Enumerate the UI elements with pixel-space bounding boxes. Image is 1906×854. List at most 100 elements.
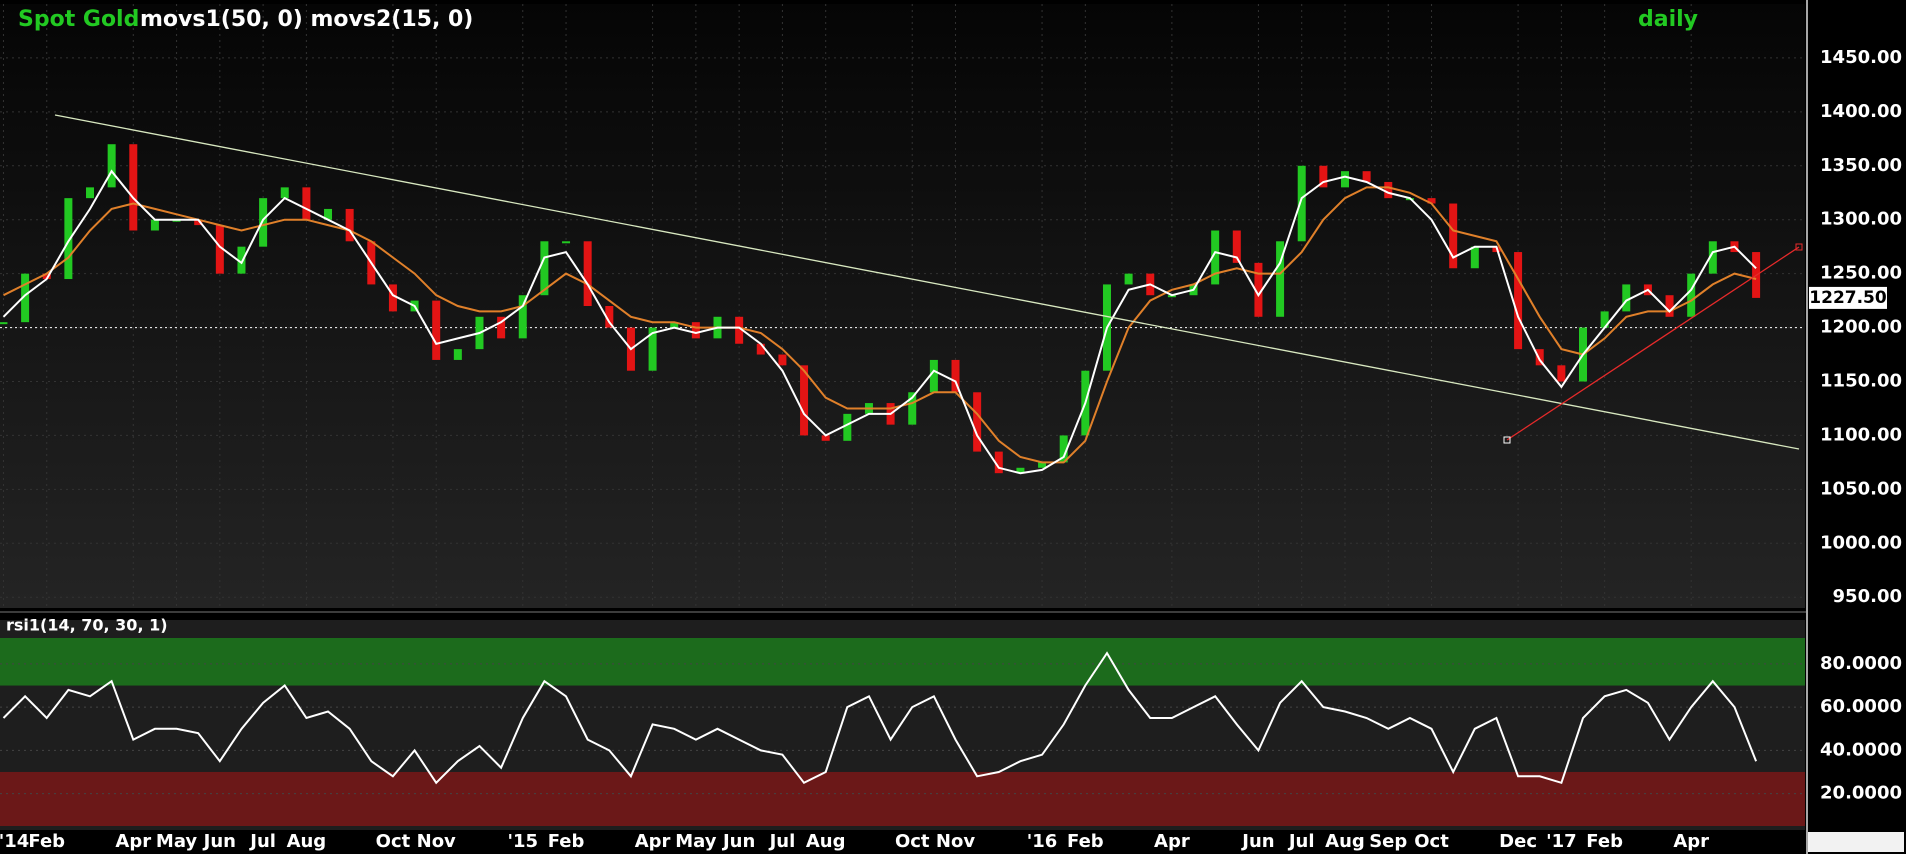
candle (21, 273, 30, 323)
candle (518, 295, 527, 339)
candle (800, 365, 809, 436)
x-tick-label: Oct (1414, 831, 1449, 852)
y-tick-label: 1400.00 (1820, 101, 1902, 122)
candle (735, 316, 744, 344)
x-tick-label: Apr (1154, 831, 1190, 852)
x-tick-label: Apr (115, 831, 151, 852)
line (2, 651, 1758, 785)
candle (1362, 171, 1371, 182)
drawings (54, 114, 1803, 450)
y-tick-label: 1350.00 (1820, 155, 1902, 176)
y-tick-label: 20.0000 (1820, 783, 1902, 804)
x-tick-label: '17 (1546, 831, 1577, 852)
y-tick-label: 1150.00 (1820, 371, 1902, 392)
y-tick-label: 950.00 (1833, 586, 1902, 607)
candle (280, 187, 289, 199)
x-tick-label: '15 (507, 831, 538, 852)
candle (691, 322, 700, 339)
x-tick-label: Oct (895, 831, 930, 852)
handle[interactable] (1795, 243, 1803, 251)
trendline (54, 114, 1800, 450)
y-tick-label: 60.0000 (1820, 696, 1902, 717)
candle (1449, 203, 1458, 269)
interval: daily (1638, 7, 1698, 32)
candle (1124, 273, 1133, 285)
x-tick-label: Apr (1673, 831, 1709, 852)
candle (605, 306, 614, 328)
x-tick-label: '16 (1027, 831, 1058, 852)
x-tick-label: Oct (376, 831, 411, 852)
overbought-zone (0, 638, 1805, 686)
candle (129, 144, 138, 231)
line (3, 186, 1757, 464)
candle (583, 241, 592, 306)
corner-button[interactable] (1808, 832, 1904, 852)
x-tick-label: Sep (1369, 831, 1407, 852)
last-price-box (1809, 286, 1887, 309)
candle (929, 359, 938, 393)
candle (453, 349, 462, 360)
x-tick-label: Dec (1499, 831, 1537, 852)
candle (648, 327, 657, 371)
candle (1038, 462, 1047, 468)
oversold-zone (0, 771, 1805, 826)
candle (64, 198, 73, 280)
y-tick-label: 1450.00 (1820, 47, 1902, 68)
y-tick-label: 1300.00 (1820, 209, 1902, 230)
candle (345, 208, 354, 242)
candle (86, 187, 95, 199)
y-tick-label: 1000.00 (1820, 532, 1902, 553)
x-tick-label: May (156, 831, 198, 852)
candle (1687, 273, 1696, 317)
candle (843, 413, 852, 441)
candle (1059, 435, 1068, 463)
candle (540, 241, 549, 296)
candle (172, 219, 181, 222)
candle (1232, 230, 1241, 263)
x-tick-label: Jun (1240, 831, 1274, 852)
candle (302, 187, 311, 220)
candle (1600, 311, 1609, 328)
x-tick-label: May (675, 831, 717, 852)
candle (1340, 171, 1349, 188)
candle (107, 144, 116, 188)
chart-subtitle: movs1(50, 0) movs2(15, 0) (140, 7, 473, 32)
y-tick-label: 1200.00 (1820, 317, 1902, 338)
candle (432, 300, 441, 360)
candle (951, 359, 960, 393)
candle (908, 392, 917, 425)
x-tick-label: Feb (1067, 831, 1104, 852)
candle (994, 451, 1003, 474)
candle (1708, 241, 1717, 274)
candle (1384, 181, 1393, 199)
y-tick-label: 1100.00 (1820, 424, 1902, 445)
candle (237, 246, 246, 274)
x-tick-label: Aug (1325, 831, 1365, 852)
candle (259, 198, 268, 247)
candle (388, 284, 397, 312)
candle (194, 219, 203, 226)
handle[interactable] (1503, 436, 1511, 444)
candle (1622, 284, 1631, 312)
candle (1427, 198, 1436, 204)
candle (0, 322, 8, 325)
candle (1557, 365, 1566, 382)
x-tick-label: Jul (768, 831, 796, 852)
candle (670, 322, 679, 328)
candle (1470, 246, 1479, 269)
candle (1665, 295, 1674, 317)
x-tick-label: '14 (0, 831, 29, 852)
candle (1016, 467, 1025, 474)
candle (562, 241, 571, 244)
price-pane (0, 4, 1805, 608)
trendline (1506, 246, 1800, 441)
candle (1319, 165, 1328, 188)
x-tick-label: Nov (936, 831, 975, 852)
chart-title: Spot Gold (18, 7, 139, 32)
candle (1254, 262, 1263, 317)
candle (42, 273, 51, 280)
y-tick-label: 1050.00 (1820, 478, 1902, 499)
candle (150, 219, 159, 231)
last-price-label: 1227.50 (1809, 288, 1887, 308)
